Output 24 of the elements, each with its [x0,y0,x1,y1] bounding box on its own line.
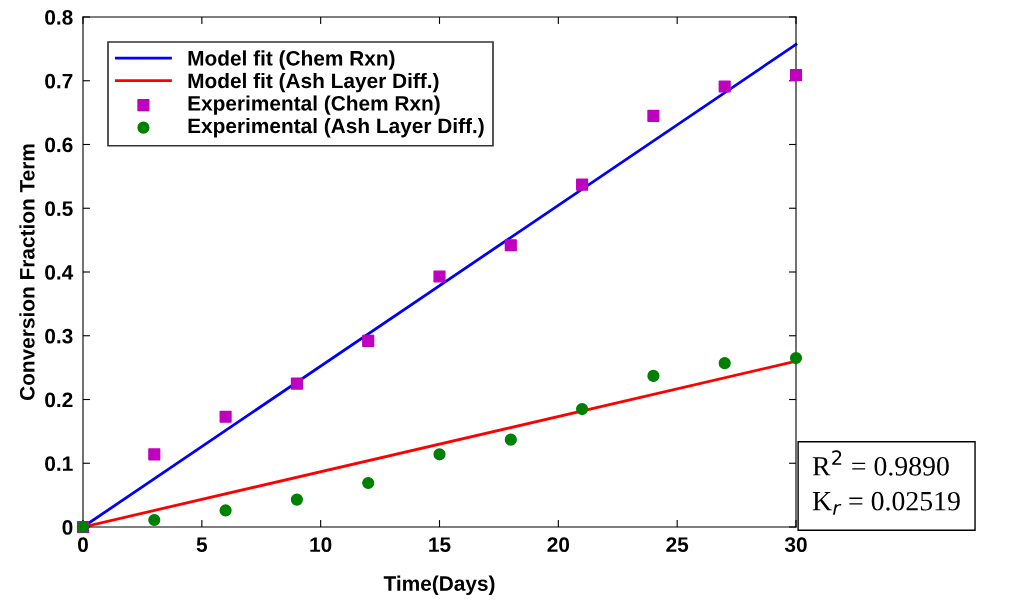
y-tick-label: 0.1 [45,456,73,471]
y-tick-label: 0.5 [45,201,73,216]
y-tick-label: 0.3 [45,328,73,344]
text: R$^{2}$ = 0.9890 [812,450,949,476]
text: K$_{r}$ = 0.02519 [812,491,960,515]
legend-label: Experimental (Chem Rxn) [188,95,440,115]
y-tick-label: 0 [62,520,73,535]
x-tick-label: 10 [310,537,332,553]
x-tick-label: 15 [429,537,451,553]
y-tick-label: 0.8 [45,10,73,25]
x-tick-label: 30 [784,537,807,553]
legend-label: Model fit (Ash Layer Diff.) [188,72,439,93]
y-tick-label: 0.2 [45,392,73,408]
legend-label: Model fit (Chem Rxn) [188,50,395,70]
x-tick-label: 20 [547,537,570,553]
x-axis-title: Time(Days) [383,575,495,596]
y-tick-label: 0.6 [45,137,73,153]
x-tick-label: 0 [78,537,88,553]
y-tick-label: 0.4 [45,265,74,280]
legend-label: Experimental (Ash Layer Diff.) [188,117,484,138]
y-tick-label: 0.7 [45,73,73,89]
x-tick-label: 5 [196,537,208,553]
y-axis-title: Conversion Fraction Term [19,144,35,401]
x-tick-label: 25 [666,537,689,553]
